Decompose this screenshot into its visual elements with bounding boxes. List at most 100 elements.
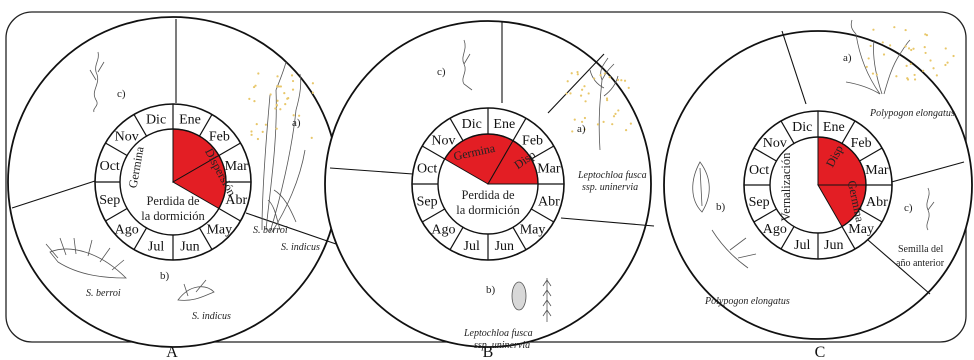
panel-b-seed-illustration <box>511 278 552 322</box>
panel-c-month-divider <box>859 208 883 223</box>
seed-dot <box>606 99 609 102</box>
panel-c-month-divider <box>753 208 777 223</box>
panel-c-seed-dots <box>865 26 955 81</box>
panel-b-inner-line-2: la dormición <box>456 203 520 217</box>
seed-dot <box>593 77 596 80</box>
seed-dot <box>620 79 623 82</box>
panel-a-month-ring: Ene Feb Mar Abr May Jun Jul Ago Sep Oct Nov Dic <box>94 103 252 261</box>
panel-a-seed-dots <box>248 72 314 141</box>
panel-b-month-jul: Jul <box>464 239 480 254</box>
seed-dot <box>311 82 314 85</box>
panel-c-species-1: Polypogon elongatus <box>869 108 955 119</box>
panel-c-month-divider <box>780 226 795 250</box>
panel-c-month-ene: Ene <box>823 120 845 135</box>
panel-b-divider-upper-right <box>547 53 605 114</box>
panel-c-month-ring: Ene Feb Mar Abr May Jun Jul Ago Sep Oct Nov Dic <box>743 110 893 260</box>
seed-dot <box>910 48 913 52</box>
panel-a-spikelet-illustration-b2 <box>177 279 215 301</box>
seed-dot <box>565 92 568 95</box>
panel-c-month-feb: Feb <box>851 136 872 151</box>
panel-a-letter: A <box>166 344 178 360</box>
seed-dot <box>269 93 272 96</box>
seed-dot <box>276 85 279 88</box>
panel-a-month-nov: Nov <box>115 130 139 145</box>
seed-dot <box>869 44 872 48</box>
panel-a-month-divider <box>133 114 148 137</box>
panel-a-month-divider <box>198 227 213 250</box>
seed-dot <box>311 91 314 94</box>
panel-b-divider-left <box>329 167 414 175</box>
panel-a-month-divider <box>133 227 148 250</box>
seed-dot <box>276 75 279 78</box>
panel-a-label-c: c) <box>117 88 126 100</box>
seed-dot <box>871 72 875 75</box>
panel-c-grass-illustration-a <box>845 19 911 95</box>
panel-c-note-line-2: año anterior <box>896 258 945 269</box>
seed-dot <box>257 72 260 75</box>
panel-a-inner-line-1: Perdida de <box>146 194 200 208</box>
panel-c-month-jun: Jun <box>824 238 843 253</box>
seed-dot <box>944 63 947 67</box>
panel-b-divider-right <box>560 217 655 227</box>
seed-dot <box>579 94 583 97</box>
panel-b-month-divider <box>421 145 445 160</box>
panel-a-month-dic: Dic <box>146 113 166 128</box>
panel-c-note-line-1: Semilla del <box>898 244 943 255</box>
panel-c-month-divider <box>753 147 777 162</box>
seed-dot <box>913 78 917 81</box>
seed-dot <box>596 123 600 126</box>
seed-dot <box>629 122 632 125</box>
panel-a-species-2: S. indicus <box>281 242 320 253</box>
seed-dot <box>895 75 898 78</box>
seed-dot <box>284 103 287 106</box>
panel-a-divider-right <box>245 212 337 245</box>
panel-b-month-divider <box>421 208 445 223</box>
panel-a-month-divider <box>198 114 213 137</box>
panel-a-month-divider <box>218 142 241 157</box>
panel-a-month-divider <box>105 207 128 222</box>
panel-b-month-ene: Ene <box>493 117 515 132</box>
seed-dot <box>603 72 606 75</box>
panel-c-inner-line-1: Vernalización <box>779 152 793 221</box>
panel-a-month-mar: Mar <box>225 159 249 174</box>
panel-c-month-mar: Mar <box>865 163 889 178</box>
panel-c-month-dic: Dic <box>792 120 812 135</box>
panel-b-month-divider <box>512 227 527 251</box>
panel-c-label-b: b) <box>716 201 726 213</box>
seed-dot <box>924 51 927 55</box>
seed-dot <box>923 46 926 49</box>
seed-dot <box>865 65 868 68</box>
panel-c-seedling-illustration <box>926 187 935 231</box>
seed-dot <box>616 78 620 82</box>
seed-dot <box>617 109 620 112</box>
panel-c-month-divider <box>780 120 795 144</box>
seed-dot <box>889 44 892 47</box>
seed-dot <box>256 137 260 141</box>
panel-b-label-c: c) <box>437 66 446 78</box>
seed-dot <box>248 97 251 100</box>
panel-a-month-may: May <box>206 222 232 237</box>
seed-dot <box>612 115 616 118</box>
panel-c-month-divider <box>841 120 856 144</box>
seed-dot <box>279 85 282 88</box>
panel-c-divider-top <box>781 30 807 105</box>
panel-c-month-oct: Oct <box>749 163 769 178</box>
seed-dot <box>875 73 878 76</box>
panel-b-month-mar: Mar <box>537 162 561 177</box>
panel-c-month-nov: Nov <box>763 136 787 151</box>
panel-a-species-1: S. berroi <box>253 225 288 236</box>
panel-a-month-oct: Oct <box>100 159 120 174</box>
panel-b-month-nov: Nov <box>431 133 455 148</box>
panel-c-divider-right <box>887 161 965 184</box>
seed-dot <box>627 86 630 89</box>
panel-b-seed-dots <box>565 70 632 133</box>
panel-b-month-feb: Feb <box>522 133 543 148</box>
panel-a-month-sep: Sep <box>99 193 120 208</box>
panel-b-month-abr: Abr <box>538 194 560 209</box>
seed-dot <box>944 47 947 50</box>
panel-a-spikelet-illustration-b1 <box>45 237 127 279</box>
seed-dot <box>252 85 256 89</box>
panel-a-seedling-illustration <box>89 51 105 113</box>
panel-a-month-divider <box>105 142 128 157</box>
